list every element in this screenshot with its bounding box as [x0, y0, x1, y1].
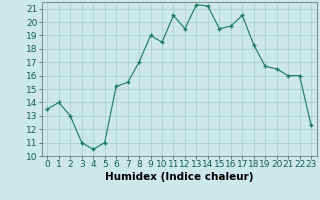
- X-axis label: Humidex (Indice chaleur): Humidex (Indice chaleur): [105, 172, 253, 182]
